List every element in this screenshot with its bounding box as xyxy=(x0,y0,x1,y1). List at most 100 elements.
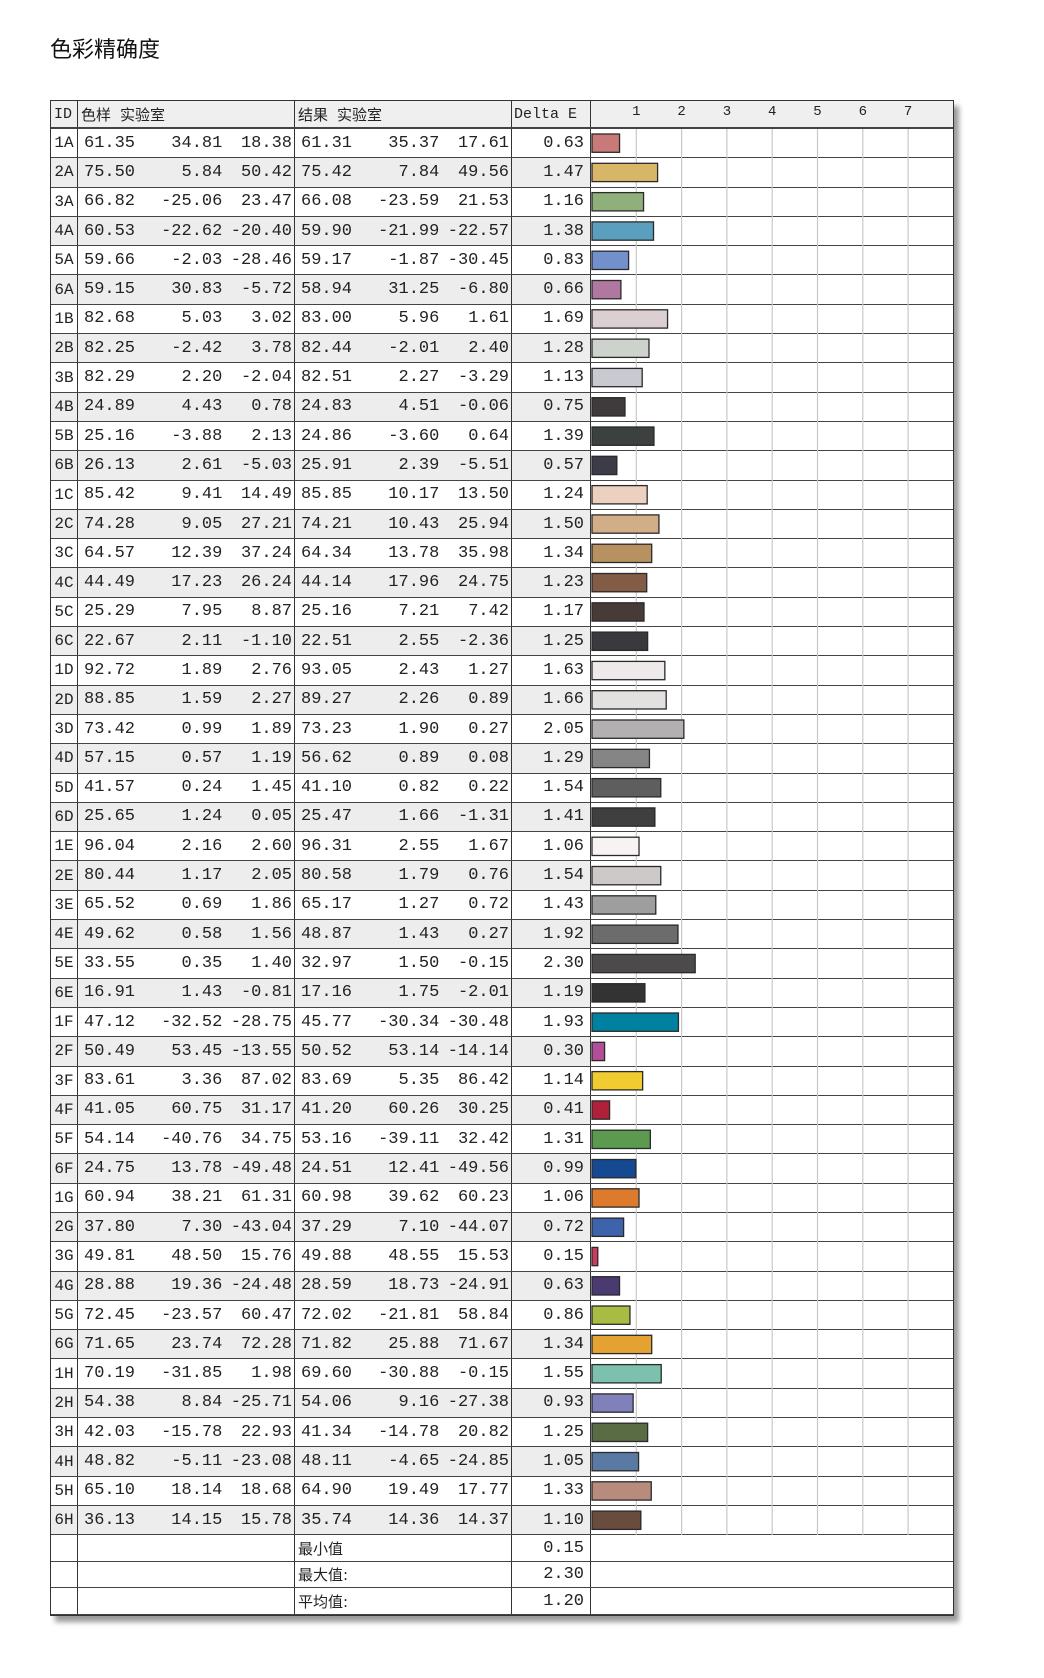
lab-value: -2.36 xyxy=(457,631,509,651)
lab-value: 18.73 xyxy=(388,1276,440,1296)
bar-cell xyxy=(591,421,952,451)
sample-lab: 42.03 -15.78 22.93 xyxy=(78,1418,295,1447)
patch-id: 3H xyxy=(51,1418,78,1447)
lab-value: 74.28 xyxy=(84,514,136,534)
lab-value: 71.82 xyxy=(301,1334,353,1354)
table-row: 3D 73.42 0.99 1.89 73.23 1.90 0.27 2.05 xyxy=(51,714,953,745)
delta-e-value: 1.66 xyxy=(512,685,591,714)
lab-value: 26.13 xyxy=(84,455,136,475)
lab-value: -44.07 xyxy=(447,1217,509,1237)
result-lab: 35.74 14.36 14.37 xyxy=(295,1505,512,1535)
lab-value: 75.42 xyxy=(301,162,353,182)
lab-value: 49.56 xyxy=(457,162,509,182)
table-row: 3F 83.61 3.36 87.02 83.69 5.35 86.42 1.14 xyxy=(51,1066,953,1096)
lab-value: 54.06 xyxy=(301,1393,353,1413)
lab-value: 1.24 xyxy=(181,807,223,827)
lab-value: -21.99 xyxy=(378,221,440,241)
lab-value: 41.05 xyxy=(84,1100,136,1120)
patch-id: 2E xyxy=(51,861,78,890)
bar-cell xyxy=(591,1007,952,1037)
empty-cell xyxy=(51,1588,78,1615)
lab-value: 16.91 xyxy=(84,983,136,1003)
lab-value: 1.75 xyxy=(398,983,440,1003)
delta-e-value: 1.63 xyxy=(512,656,591,685)
sample-lab: 65.52 0.69 1.86 xyxy=(78,890,295,920)
lab-value: -2.04 xyxy=(240,368,292,388)
lab-value: 8.87 xyxy=(251,602,292,622)
lab-value: 23.74 xyxy=(171,1334,223,1354)
result-lab: 17.16 1.75 -2.01 xyxy=(295,978,512,1007)
sample-lab: 47.12 -32.52 -28.75 xyxy=(78,1007,295,1037)
lab-value: 30.25 xyxy=(457,1100,509,1120)
result-lab: 25.91 2.39 -5.51 xyxy=(295,451,512,480)
bar-cell xyxy=(591,539,952,568)
lab-value: 17.23 xyxy=(171,573,223,593)
lab-value: 37.80 xyxy=(84,1217,136,1237)
lab-value: 0.27 xyxy=(468,924,509,944)
table-row: 4C 44.49 17.23 26.24 44.14 17.96 24.75 1.23 xyxy=(51,568,953,598)
lab-value: 2.55 xyxy=(398,631,440,651)
lab-value: 41.20 xyxy=(301,1100,353,1120)
lab-value: 2.43 xyxy=(398,660,440,680)
lab-value: 1.98 xyxy=(251,1364,292,1384)
tick-label: 5 xyxy=(813,104,822,120)
bar-cell xyxy=(591,1154,952,1183)
lab-value: -30.48 xyxy=(447,1012,509,1032)
lab-value: -3.29 xyxy=(457,368,509,388)
lab-value: 25.16 xyxy=(84,426,136,446)
delta-e-value: 1.54 xyxy=(512,773,591,802)
lab-value: 60.94 xyxy=(84,1188,136,1208)
lab-value: 25.91 xyxy=(301,455,353,475)
lab-value: 2.40 xyxy=(468,338,509,358)
lab-value: 14.49 xyxy=(240,485,292,505)
lab-value: 19.49 xyxy=(388,1481,440,1501)
result-lab: 80.58 1.79 0.76 xyxy=(295,861,512,890)
sample-lab: 64.57 12.39 37.24 xyxy=(78,539,295,568)
lab-value: 15.53 xyxy=(457,1246,509,1266)
table-row: 6G 71.65 23.74 72.28 71.82 25.88 71.67 1.34 xyxy=(51,1330,953,1360)
lab-value: 53.14 xyxy=(388,1041,440,1061)
bar-cell xyxy=(591,1505,952,1535)
delta-e-value: 1.24 xyxy=(512,480,591,509)
delta-e-value: 1.50 xyxy=(512,509,591,539)
lab-value: 22.51 xyxy=(301,631,353,651)
lab-value: 1.19 xyxy=(251,748,292,768)
lab-value: 0.05 xyxy=(251,807,292,827)
bar-cell xyxy=(591,509,952,539)
lab-value: -3.88 xyxy=(171,426,223,446)
lab-value: 82.25 xyxy=(84,338,136,358)
lab-value: 12.41 xyxy=(388,1159,440,1179)
bar-cell xyxy=(591,627,952,656)
lab-value: 25.16 xyxy=(301,602,353,622)
bar-cell xyxy=(591,1447,952,1476)
lab-value: 50.52 xyxy=(301,1041,353,1061)
patch-id: 1F xyxy=(51,1007,78,1037)
lab-value: 1.66 xyxy=(398,807,440,827)
lab-value: 17.77 xyxy=(457,1481,509,1501)
lab-value: 57.15 xyxy=(84,748,136,768)
table-row: 6E 16.91 1.43 -0.81 17.16 1.75 -2.01 1.19 xyxy=(51,978,953,1008)
sample-lab: 24.89 4.43 0.78 xyxy=(78,392,295,421)
empty-cell xyxy=(78,1535,295,1561)
tick-label: 1 xyxy=(632,104,641,120)
sample-lab: 28.88 19.36 -24.48 xyxy=(78,1271,295,1300)
bar-cell xyxy=(591,304,952,334)
lab-value: 0.64 xyxy=(468,426,509,446)
bar-cell xyxy=(591,920,952,949)
delta-e-value: 1.38 xyxy=(512,216,591,246)
patch-id: 3E xyxy=(51,890,78,920)
sample-lab: 71.65 23.74 72.28 xyxy=(78,1330,295,1359)
result-lab: 59.17 -1.87 -30.45 xyxy=(295,246,512,275)
lab-value: 25.65 xyxy=(84,807,136,827)
delta-e-value: 1.34 xyxy=(512,1330,591,1359)
lab-value: -23.08 xyxy=(230,1452,292,1471)
result-lab: 22.51 2.55 -2.36 xyxy=(295,627,512,656)
lab-value: 2.11 xyxy=(181,631,223,651)
lab-value: 37.24 xyxy=(240,543,292,563)
summary-row: 平均值: 1.20 xyxy=(51,1588,953,1616)
delta-e-value: 0.66 xyxy=(512,275,591,304)
sample-lab: 54.14 -40.76 34.75 xyxy=(78,1125,295,1154)
bar-cell xyxy=(591,1212,952,1242)
lab-value: -24.91 xyxy=(447,1276,509,1296)
lab-value: 9.41 xyxy=(181,485,223,505)
